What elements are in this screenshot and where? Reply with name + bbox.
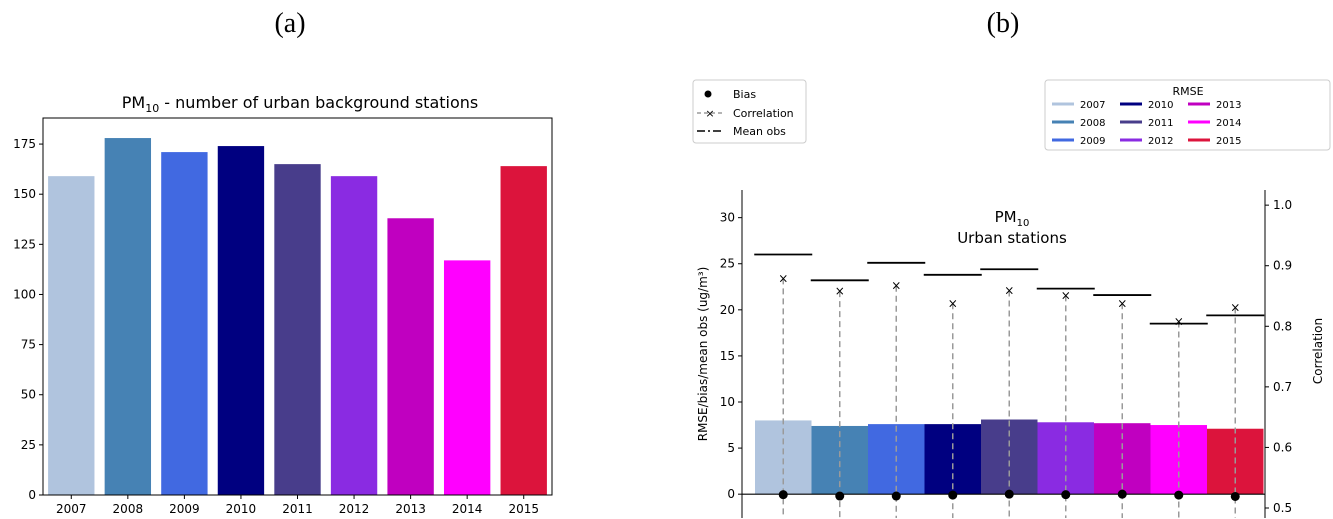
y-tick-label-50: 50 xyxy=(21,388,36,402)
y-tick-label-5: 5 xyxy=(727,441,735,455)
correlation-point-2013: × xyxy=(1117,296,1127,310)
rmse-legend: RMSE 2007 2008 2009 2010 2011 2012 2013 2014 201… xyxy=(1044,79,1331,151)
panel-b-label: (b) xyxy=(986,8,1020,39)
correlation-point-2007: × xyxy=(778,271,788,285)
y2-tick-label-0.7: 0.7 xyxy=(1273,380,1292,394)
rmse-legend-label-2014: 2014 xyxy=(1216,118,1241,129)
y-tick-label-15: 15 xyxy=(720,349,735,363)
chart-a-plot-area: 2007 2008 2009 2010 2011 2012 2013 2014 2015 0 25 5… xyxy=(13,117,553,516)
x-tick-label-2012: 2012 xyxy=(339,502,370,516)
rmse-legend-label-2008: 2008 xyxy=(1080,118,1105,129)
bias-point-2010 xyxy=(948,490,958,500)
bias-point-2009 xyxy=(891,491,901,501)
bar-2012 xyxy=(330,176,378,496)
x-tick-label-2008: 2008 xyxy=(113,502,144,516)
x-tick-label-2015: 2015 xyxy=(508,502,539,516)
y2-tick-label-0.9: 0.9 xyxy=(1273,259,1292,273)
chart-b-ylabel: RMSE/bias/mean obs (ug/m³) xyxy=(696,267,710,442)
chart-b-plot-area: × × × × × × × × × 0 5 10 15 20 25 30 0.5 0.6 0.7 0.8 0.9 1.0 xyxy=(720,190,1292,518)
x-tick-label-2007: 2007 xyxy=(56,502,87,516)
bar-2014 xyxy=(443,260,491,495)
x-tick-label-2014: 2014 xyxy=(452,502,483,516)
y-tick-label-30: 30 xyxy=(720,211,735,225)
bar-2013 xyxy=(387,218,434,495)
y-tick-label-20: 20 xyxy=(720,303,735,317)
y2-tick-label-0.5: 0.5 xyxy=(1273,501,1292,515)
legend-bias-label: Bias xyxy=(733,88,756,101)
x-tick-label-2010: 2010 xyxy=(226,502,257,516)
chart-b-title: PM10 xyxy=(995,208,1030,229)
y-tick-label-125: 125 xyxy=(13,237,36,251)
bias-point-2008 xyxy=(835,491,845,501)
rmse-legend-label-2013: 2013 xyxy=(1216,100,1241,111)
correlation-marker-icon: × xyxy=(705,107,714,120)
bar-2015 xyxy=(500,166,547,495)
bar-2009 xyxy=(161,152,208,495)
bar-2010 xyxy=(217,146,265,495)
y-tick-label-150: 150 xyxy=(13,187,36,201)
x-tick-label-2011: 2011 xyxy=(282,502,313,516)
y-tick-label-0: 0 xyxy=(727,487,735,501)
bias-marker-icon xyxy=(704,90,712,98)
y-tick-label-25: 25 xyxy=(720,257,735,271)
y-tick-label-175: 175 xyxy=(13,137,36,151)
correlation-point-2015: × xyxy=(1230,301,1240,315)
y-tick-label-100: 100 xyxy=(13,287,36,301)
rmse-legend-label-2015: 2015 xyxy=(1216,136,1241,147)
rmse-legend-title: RMSE xyxy=(1172,85,1203,98)
bias-point-2015 xyxy=(1230,491,1240,501)
bar-2011 xyxy=(274,164,321,495)
marker-legend: Bias × Correlation Mean obs xyxy=(692,79,807,144)
bar-2008 xyxy=(104,138,152,495)
x-tick-label-2009: 2009 xyxy=(169,502,200,516)
bar-2007 xyxy=(48,176,95,496)
legend-meanobs-label: Mean obs xyxy=(733,125,786,138)
rmse-legend-label-2010: 2010 xyxy=(1148,100,1173,111)
y-tick-label-75: 75 xyxy=(21,338,36,352)
rmse-legend-box xyxy=(1044,79,1331,151)
legend-correlation-label: Correlation xyxy=(733,107,794,120)
plot-frame xyxy=(42,117,553,496)
correlation-point-2008: × xyxy=(835,284,845,298)
bias-point-2014 xyxy=(1174,490,1184,500)
y-tick-label-0: 0 xyxy=(28,488,36,502)
rmse-legend-label-2007: 2007 xyxy=(1080,100,1105,111)
correlation-point-2012: × xyxy=(1061,288,1071,302)
correlation-point-2010: × xyxy=(948,296,958,310)
y2-tick-label-0.8: 0.8 xyxy=(1273,319,1292,333)
rmse-legend-label-2009: 2009 xyxy=(1080,136,1105,147)
y2-tick-label-0.6: 0.6 xyxy=(1273,440,1292,454)
chart-b-subtitle: Urban stations xyxy=(957,229,1067,247)
rmse-legend-label-2012: 2012 xyxy=(1148,136,1173,147)
panel-a-label: (a) xyxy=(274,8,306,39)
rmse-legend-label-2011: 2011 xyxy=(1148,118,1173,129)
y-tick-label-10: 10 xyxy=(720,395,735,409)
y2-tick-label-1: 1.0 xyxy=(1273,198,1292,212)
chart-b-y2label: Correlation xyxy=(1311,318,1325,384)
chart-a-title: PM10 - number of urban background statio… xyxy=(122,93,478,115)
correlation-point-2011: × xyxy=(1004,284,1014,298)
correlation-point-2014: × xyxy=(1174,314,1184,328)
correlation-point-2009: × xyxy=(891,279,901,293)
marker-legend-box xyxy=(692,79,807,144)
station-count-bar-chart: PM10 - number of urban background statio… xyxy=(13,93,553,516)
y-tick-label-25: 25 xyxy=(21,438,36,452)
x-tick-label-2013: 2013 xyxy=(395,502,426,516)
